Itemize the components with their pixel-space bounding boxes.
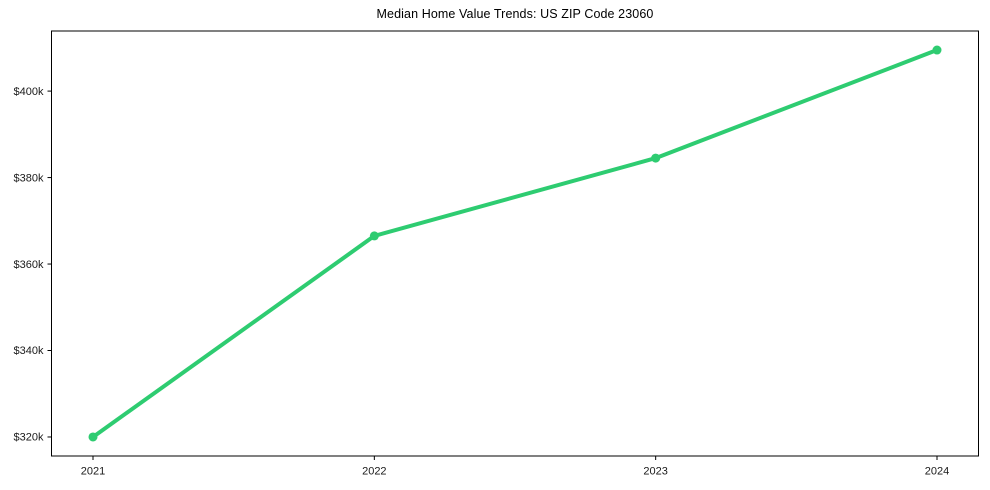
data-point-marker	[651, 153, 661, 163]
data-point-marker	[369, 231, 379, 241]
plot-frame	[51, 30, 979, 457]
y-tick-label: $360k	[14, 259, 44, 271]
y-tick-label: $400k	[14, 86, 44, 98]
x-tick-label: 2023	[643, 466, 667, 478]
x-tick-label: 2022	[362, 466, 386, 478]
x-tick-label: 2021	[81, 466, 105, 478]
chart-title: Median Home Value Trends: US ZIP Code 23…	[376, 7, 654, 21]
y-tick-label: $380k	[14, 172, 44, 184]
y-tick-label: $340k	[14, 345, 44, 357]
x-tick-label: 2024	[925, 466, 949, 478]
trend-line	[91, 48, 939, 439]
data-point-marker	[88, 432, 98, 442]
data-point-marker	[932, 45, 942, 55]
y-tick-label: $320k	[14, 432, 44, 444]
